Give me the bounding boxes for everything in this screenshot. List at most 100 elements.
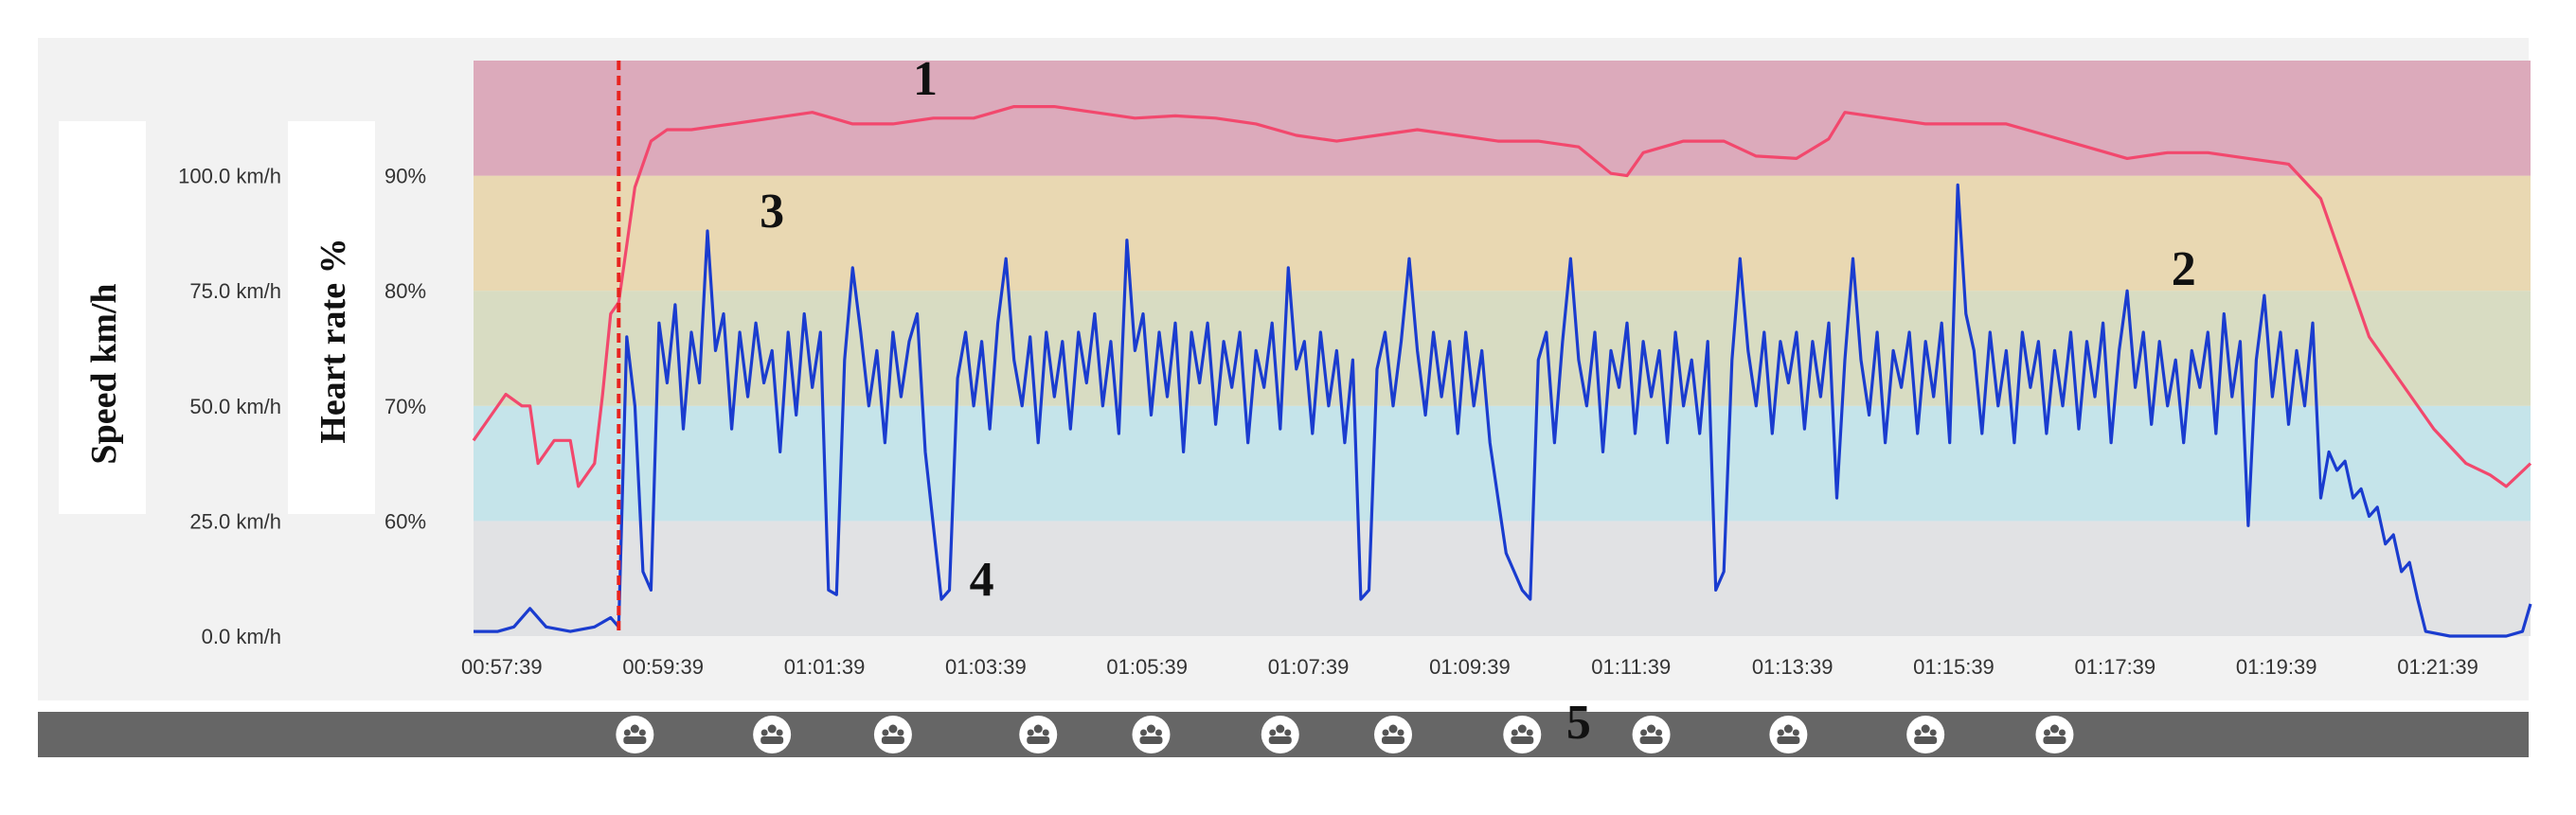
time-tick-4: 01:05:39 (1106, 655, 1188, 679)
speed-line (474, 183, 2532, 638)
people-icon-head (1146, 724, 1155, 734)
hr-axis-label: Heart rate % (313, 238, 353, 443)
series-layer (472, 104, 2532, 638)
people-icon-body (623, 736, 647, 744)
people-icon-head (882, 729, 889, 736)
people-icon-bg (616, 716, 654, 753)
people-icon-head (1042, 729, 1049, 736)
people-icon-head (1397, 729, 1404, 736)
hr-tick-1: 70% (385, 395, 426, 418)
people-icon-head (1154, 729, 1162, 736)
time-tick-7: 01:11:39 (1591, 655, 1671, 679)
hr-zone-0 (474, 521, 2531, 636)
people-icon-bg (753, 716, 792, 753)
people-icon-bg (1769, 716, 1808, 753)
hr-zone-1 (474, 405, 2531, 522)
people-icon-body (1027, 736, 1050, 744)
people-icon-head (1382, 729, 1389, 736)
people-icon-bg (1906, 716, 1945, 753)
people-icon-head (1139, 729, 1147, 736)
people-icon-head (2058, 729, 2066, 736)
people-icon-5 (1261, 716, 1299, 753)
people-icon-bg (1132, 716, 1171, 753)
hr-tick-3: 90% (385, 165, 426, 188)
people-icon-head (888, 724, 898, 734)
people-icon-head (623, 729, 631, 736)
hr-tick-0: 60% (385, 509, 426, 533)
callout-2: 2 (2172, 242, 2196, 296)
people-icon-head (1284, 729, 1292, 736)
people-icon-bg (2035, 716, 2074, 753)
hr-label-box (288, 121, 375, 514)
people-icon-head (1929, 729, 1937, 736)
hr-tick-2: 80% (385, 279, 426, 303)
people-icon-bg (1374, 716, 1413, 753)
time-tick-5: 01:07:39 (1268, 655, 1350, 679)
time-tick-8: 01:13:39 (1752, 655, 1834, 679)
people-icon-head (776, 729, 783, 736)
people-icon-head (1388, 724, 1398, 734)
people-icon-head (1783, 724, 1793, 734)
people-icon-bg (1632, 716, 1671, 753)
people-icon-bg (1019, 716, 1058, 753)
time-tick-10: 01:17:39 (2075, 655, 2156, 679)
people-icon-body (1914, 736, 1938, 744)
people-icon-body (881, 736, 904, 744)
people-icon-head (1526, 729, 1533, 736)
people-icon-bg (1503, 716, 1542, 753)
time-tick-0: 00:57:39 (461, 655, 543, 679)
people-icon-head (1269, 729, 1277, 736)
people-icon-2 (873, 716, 912, 753)
people-icon-head (1517, 724, 1527, 734)
hr-ticks: 60% 70% 80% 90% (385, 165, 426, 534)
callouts: 1 2 3 4 5 (760, 52, 2196, 750)
people-icon-1 (753, 716, 792, 753)
people-icon-7 (1503, 716, 1542, 753)
hr-zone-4 (474, 61, 2531, 176)
time-tick-11: 01:19:39 (2236, 655, 2317, 679)
people-icon-head (1777, 729, 1784, 736)
people-icon-8 (1632, 716, 1671, 753)
time-ticks: 00:57:39 00:59:39 01:01:39 01:03:39 01:05:39… (461, 655, 2478, 679)
people-icon-bg (873, 716, 912, 753)
people-icon-10 (1906, 716, 1945, 753)
people-icon-head (1640, 729, 1648, 736)
people-icon-head (760, 729, 768, 736)
people-icon-6 (1374, 716, 1413, 753)
people-icon-bg (1261, 716, 1299, 753)
time-tick-1: 00:59:39 (622, 655, 704, 679)
time-tick-6: 01:09:39 (1429, 655, 1511, 679)
people-icon-body (1268, 736, 1292, 744)
people-icon-head (1655, 729, 1663, 736)
people-icon-body (760, 736, 784, 744)
speed-tick-3: 75.0 km/h (189, 279, 281, 303)
speed-tick-4: 100.0 km/h (178, 165, 281, 188)
people-icon-head (1921, 724, 1930, 734)
people-icon-body (1139, 736, 1163, 744)
people-icon-body (1777, 736, 1800, 744)
people-icon-head (1647, 724, 1656, 734)
people-icon-head (2043, 729, 2050, 736)
people-icon-4 (1132, 716, 1171, 753)
people-icon-11 (2035, 716, 2074, 753)
people-icon-head (1792, 729, 1799, 736)
callout-3: 3 (760, 185, 784, 239)
people-icon-body (1382, 736, 1405, 744)
people-icon-body (1639, 736, 1663, 744)
time-tick-9: 01:15:39 (1913, 655, 1995, 679)
people-icon-3 (1019, 716, 1058, 753)
callout-1: 1 (913, 52, 938, 106)
callout-5: 5 (1566, 696, 1591, 750)
time-tick-12: 01:21:39 (2397, 655, 2478, 679)
people-icon-head (1276, 724, 1285, 734)
people-icon-head (1511, 729, 1518, 736)
speed-tick-2: 50.0 km/h (189, 395, 281, 418)
time-tick-2: 01:01:39 (784, 655, 866, 679)
people-icon-head (767, 724, 777, 734)
people-icon-head (2049, 724, 2059, 734)
people-icon-9 (1769, 716, 1808, 753)
speed-axis-label: Speed km/h (84, 283, 124, 464)
speed-tick-0: 0.0 km/h (202, 625, 281, 648)
